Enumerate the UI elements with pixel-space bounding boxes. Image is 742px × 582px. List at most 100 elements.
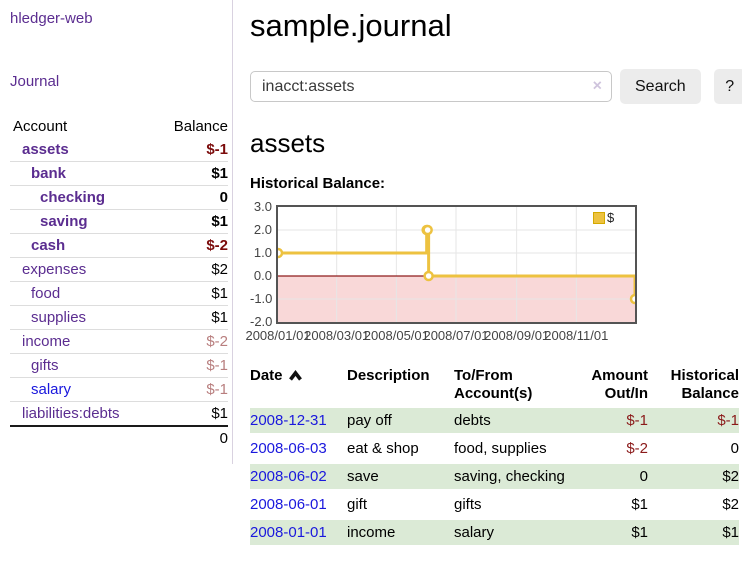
account-row: saving $1 [10, 209, 228, 234]
account-row: checking 0 [10, 185, 228, 210]
x-axis-tick-label: 2008/01/01 [245, 328, 311, 343]
search-button[interactable]: Search [620, 69, 701, 104]
register-accounts: saving, checking [454, 464, 582, 489]
accounts-header-balance: Balance [173, 118, 228, 135]
sidebar-account-link[interactable]: salary [31, 381, 72, 398]
sidebar-account-link[interactable]: food [31, 285, 61, 302]
register-header-accounts: To/From Account(s) [454, 367, 533, 402]
y-axis-tick-label: 3.0 [253, 199, 272, 214]
register-accounts: salary [454, 520, 582, 545]
search-bar: × Search ? [250, 69, 742, 104]
register-accounts: food, supplies [454, 440, 547, 457]
register-row: 2008-06-02 save saving, checking 0 $2 [250, 464, 739, 489]
account-row: expenses $2 [10, 257, 228, 282]
account-balance: $1 [211, 309, 228, 326]
account-balance: $-2 [206, 237, 228, 254]
sidebar-account-link[interactable]: bank [31, 165, 67, 182]
legend-swatch [593, 211, 605, 224]
register-row: 2008-12-31 pay off debts $-1 $-1 [250, 408, 739, 433]
account-row: income $-2 [10, 329, 228, 354]
accounts-header-account: Account [13, 118, 68, 135]
accounts-total-row: 0 [10, 426, 228, 450]
register-description: eat & shop [347, 440, 419, 457]
register-amount: $-1 [582, 408, 648, 433]
account-balance: 0 [219, 189, 228, 206]
main-content: sample.journal × Search ? assets Histori… [233, 0, 742, 548]
register-date-link[interactable]: 2008-01-01 [250, 524, 327, 541]
register-accounts: debts [454, 408, 582, 433]
sort-ascending-icon [288, 368, 302, 386]
x-axis-tick-label: 2008/07/01 [423, 328, 489, 343]
register-amount: 0 [582, 464, 648, 489]
account-row: salary $-1 [10, 377, 228, 402]
register-row: 2008-06-01 gift gifts $1 $2 [250, 492, 739, 517]
account-row: liabilities:debts $1 [10, 401, 228, 427]
sidebar-account-link[interactable]: expenses [22, 261, 87, 278]
x-axis-tick-label: 2008/03/01 [304, 328, 370, 343]
app-title-link[interactable]: hledger-web [10, 10, 93, 27]
register-header-amount: Amount Out/In [591, 367, 648, 402]
register-accounts: gifts [454, 496, 482, 513]
y-axis-tick-label: 0.0 [253, 268, 272, 283]
sidebar-account-link[interactable]: supplies [31, 309, 87, 326]
register-header-date[interactable]: Date [250, 365, 347, 405]
register-description: income [347, 520, 454, 545]
account-balance: $-1 [206, 381, 228, 398]
accounts-header-row: Account Balance [10, 115, 228, 138]
account-balance: $1 [211, 405, 228, 422]
account-heading: assets [250, 128, 326, 158]
account-row: gifts $-1 [10, 353, 228, 378]
sidebar-account-link[interactable]: assets [22, 141, 69, 158]
register-header-description: Description [347, 367, 430, 384]
sidebar: hledger-web Journal Account Balance asse… [0, 0, 233, 464]
register-amount: $1 [582, 520, 648, 545]
register-description: gift [347, 496, 368, 513]
account-balance: $-2 [206, 333, 228, 350]
register-amount: $1 [631, 496, 648, 513]
register-date-link[interactable]: 2008-12-31 [250, 412, 327, 429]
y-axis-tick-label: 1.0 [253, 245, 272, 260]
register-description: pay off [347, 408, 454, 433]
help-button[interactable]: ? [713, 69, 742, 104]
y-axis-tick-label: -1.0 [250, 291, 273, 306]
sidebar-item-journal[interactable]: Journal [10, 73, 60, 90]
account-balance: $2 [211, 261, 228, 278]
account-row: supplies $1 [10, 305, 228, 330]
account-row: cash $-2 [10, 233, 228, 258]
register-header-balance: Historical Balance [670, 367, 739, 402]
register-table: Date Description To/From Account(s) Amou… [250, 362, 739, 548]
account-balance: $1 [211, 285, 228, 302]
sidebar-account-link[interactable]: liabilities:debts [22, 405, 120, 422]
app-window: hledger-web Journal Account Balance asse… [0, 0, 742, 548]
sidebar-account-link[interactable]: cash [31, 237, 66, 254]
register-date-link[interactable]: 2008-06-02 [250, 468, 327, 485]
chart-legend: $ [593, 210, 614, 225]
x-axis-tick-label: 2008/11/01 [544, 328, 609, 343]
sidebar-account-link[interactable]: checking [40, 189, 106, 206]
register-amount: $-2 [626, 440, 648, 457]
register-row: 2008-01-01 income salary $1 $1 [250, 520, 739, 545]
y-axis-tick-label: 2.0 [253, 222, 272, 237]
register-balance: $2 [648, 464, 739, 489]
account-row: bank $1 [10, 161, 228, 186]
clear-search-icon[interactable]: × [592, 77, 602, 95]
register-row: 2008-06-03 eat & shop food, supplies $-2 0 [250, 436, 739, 461]
register-balance: $2 [722, 496, 739, 513]
sidebar-account-link[interactable]: income [22, 333, 71, 350]
y-axis-tick-label: -2.0 [250, 314, 273, 329]
register-header-row: Date Description To/From Account(s) Amou… [250, 365, 739, 405]
register-balance: $1 [648, 520, 739, 545]
accounts-total-value: 0 [219, 430, 228, 447]
sidebar-account-link[interactable]: saving [40, 213, 88, 230]
register-date-link[interactable]: 2008-06-03 [250, 440, 327, 457]
account-balance: $1 [211, 213, 228, 230]
chart-plot-area [272, 205, 641, 324]
page-title: sample.journal [250, 8, 452, 43]
search-input[interactable] [250, 71, 612, 102]
register-balance: $-1 [648, 408, 739, 433]
legend-label: $ [607, 210, 615, 225]
register-date-link[interactable]: 2008-06-01 [250, 496, 327, 513]
sidebar-account-link[interactable]: gifts [31, 357, 59, 374]
chart-title: Historical Balance: [250, 175, 386, 192]
account-balance: $-1 [206, 141, 228, 158]
